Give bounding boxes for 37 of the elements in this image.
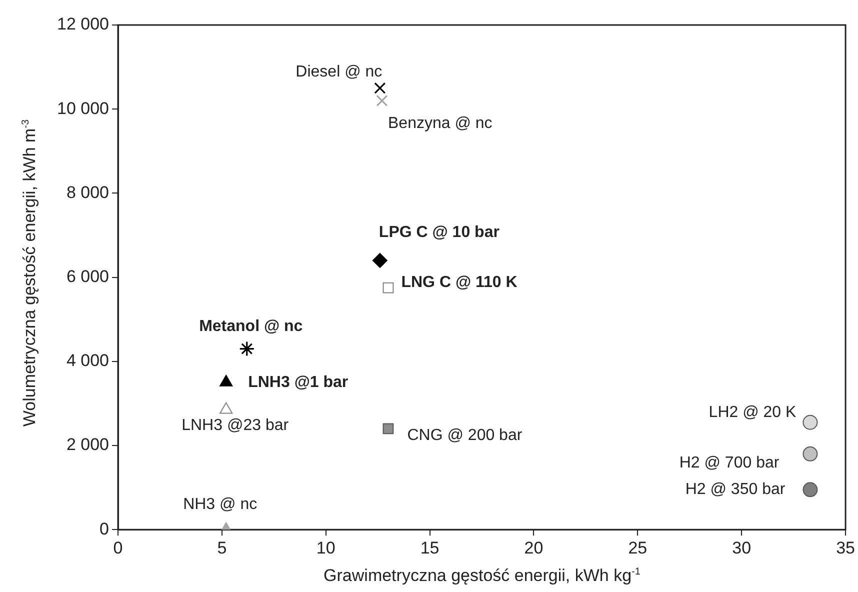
x-tick-label: 5	[217, 538, 227, 558]
series-label: H2 @ 700 bar	[679, 454, 780, 472]
y-tick-label: 0	[100, 519, 109, 538]
series-label: LNH3 @1 bar	[248, 374, 348, 391]
series-label: Benzyna @ nc	[388, 115, 492, 132]
x-axis-title: Grawimetryczna gęstość energii, kWh kg$^{-1}$	[322, 566, 642, 586]
point	[802, 446, 818, 462]
y-tick-label: 2 000	[66, 435, 109, 454]
x-tick-label: 15	[420, 538, 440, 558]
x-tick-label: 10	[316, 538, 336, 558]
series-label: CNG @ 200 bar	[407, 427, 523, 444]
point	[239, 340, 255, 357]
y-tick-label: 10 000	[57, 98, 109, 118]
point	[376, 94, 388, 106]
series-label: NH3 @ nc	[183, 496, 258, 514]
y-tick-label: 12 000	[57, 14, 109, 34]
series-label: LH2 @ 20 K	[708, 404, 797, 421]
y-tick-label: 8 000	[66, 182, 109, 202]
x-tick-label: 25	[628, 538, 648, 558]
series-label: Metanol @ nc	[199, 318, 303, 336]
point	[382, 282, 394, 294]
series-label: LNG C @ 110 K	[401, 274, 518, 292]
point	[382, 423, 394, 434]
point	[372, 252, 388, 268]
series-label: H2 @ 350 bar	[685, 481, 786, 498]
y-tick-label: 4 000	[66, 351, 109, 370]
point	[802, 482, 818, 498]
x-tick-label: 0	[113, 538, 123, 558]
y-tick-label: 6 000	[66, 266, 109, 286]
series-label: Diesel @ nc	[296, 63, 382, 80]
x-tick-label: 30	[732, 538, 752, 558]
series-label: LPG C @ 10 bar	[378, 224, 500, 241]
point	[374, 82, 386, 94]
x-tick-label: 35	[836, 538, 856, 558]
point	[802, 414, 818, 430]
series-label: LNH3 @23 bar	[182, 417, 290, 434]
x-tick-label: 20	[524, 538, 544, 558]
